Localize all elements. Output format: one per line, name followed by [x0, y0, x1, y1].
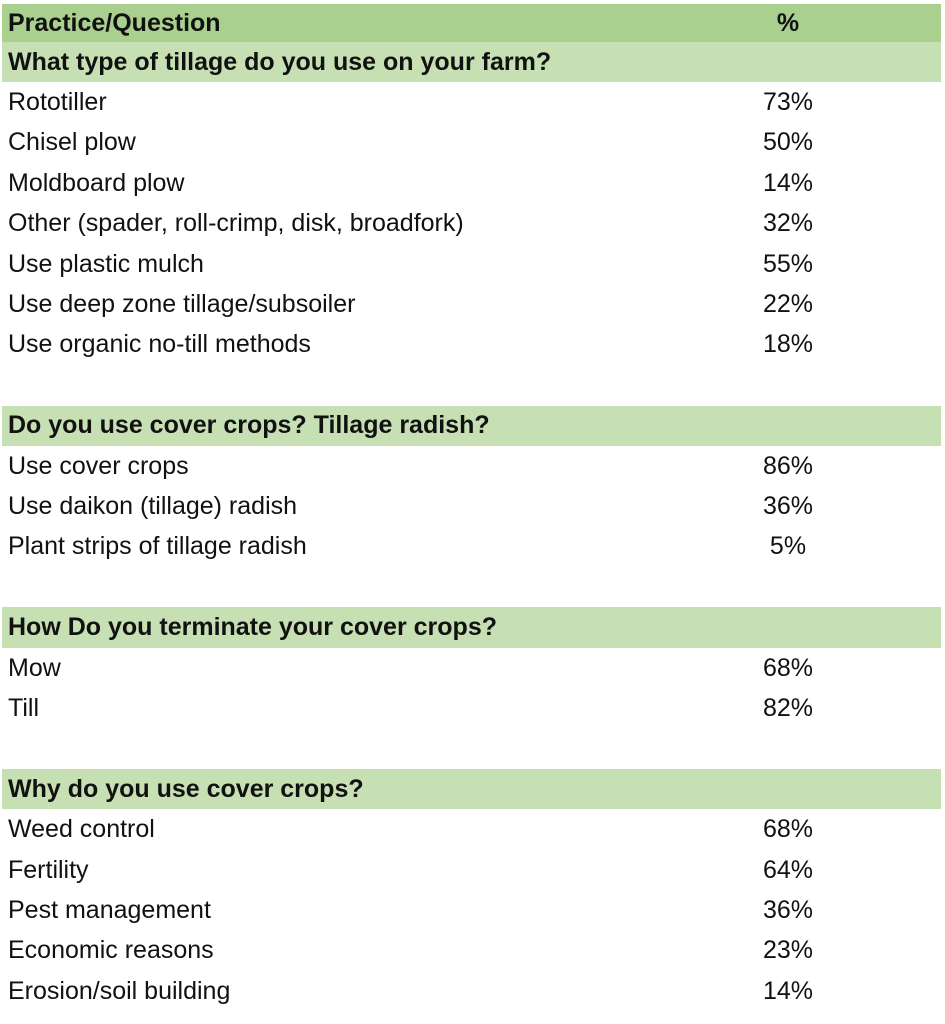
- section-question-row: Do you use cover crops? Tillage radish?: [2, 405, 941, 446]
- percent-value: 5%: [769, 532, 807, 561]
- percent-value: 14%: [762, 168, 814, 197]
- percent-value: 68%: [762, 815, 814, 844]
- section-question-row: Why do you use cover crops?: [2, 769, 941, 810]
- section-question: What type of tillage do you use on your …: [8, 47, 552, 76]
- practice-label: Erosion/soil building: [8, 976, 231, 1005]
- table-row: Chisel plow 50%: [2, 123, 941, 163]
- table-row: Moldboard plow 14%: [2, 163, 941, 203]
- table-row: Fertility 64%: [2, 850, 941, 890]
- survey-table: Practice/Question % What type of tillage…: [2, 4, 941, 1011]
- percent-value: 18%: [762, 330, 814, 359]
- table-row: Till 82%: [2, 688, 941, 728]
- practice-label: Pest management: [8, 895, 211, 924]
- practice-label: Use plastic mulch: [8, 249, 204, 278]
- percent-value: 64%: [762, 855, 814, 884]
- table-row: Pest management 36%: [2, 890, 941, 930]
- practice-label: Use daikon (tillage) radish: [8, 491, 298, 520]
- practice-label: Plant strips of tillage radish: [8, 532, 307, 561]
- section-question: How Do you terminate your cover crops?: [8, 613, 497, 642]
- section-spacer: [2, 365, 941, 405]
- practice-label: Use organic no-till methods: [8, 330, 311, 359]
- sections-container: What type of tillage do you use on your …: [2, 42, 941, 1011]
- section-spacer: [2, 729, 941, 769]
- table-row: Mow 68%: [2, 648, 941, 688]
- practice-label: Chisel plow: [8, 128, 136, 157]
- percent-value: 22%: [762, 290, 814, 319]
- practice-label: Moldboard plow: [8, 168, 185, 197]
- percent-value: 86%: [762, 451, 814, 480]
- table-row: Use plastic mulch 55%: [2, 244, 941, 284]
- practice-label: Weed control: [8, 815, 155, 844]
- table-row: Plant strips of tillage radish 5%: [2, 527, 941, 567]
- practice-label: Use cover crops: [8, 451, 189, 480]
- percent-value: 73%: [762, 88, 814, 117]
- percent-value: 50%: [762, 128, 814, 157]
- table-row: Use organic no-till methods 18%: [2, 325, 941, 365]
- percent-value: 82%: [762, 693, 814, 722]
- practice-label: Rototiller: [8, 88, 107, 117]
- practice-label: Fertility: [8, 855, 89, 884]
- percent-value: 68%: [762, 653, 814, 682]
- practice-label: Other (spader, roll-crimp, disk, broadfo…: [8, 209, 464, 238]
- practice-label: Use deep zone tillage/subsoiler: [8, 290, 356, 319]
- header-practice-question: Practice/Question: [8, 8, 221, 37]
- section-question-row: How Do you terminate your cover crops?: [2, 607, 941, 648]
- percent-value: 14%: [762, 976, 814, 1005]
- table-row: Other (spader, roll-crimp, disk, broadfo…: [2, 204, 941, 244]
- table-row: Use daikon (tillage) radish 36%: [2, 486, 941, 526]
- percent-value: 36%: [762, 491, 814, 520]
- table-row: Erosion/soil building 14%: [2, 971, 941, 1011]
- table-row: Use deep zone tillage/subsoiler 22%: [2, 284, 941, 324]
- percent-value: 32%: [762, 209, 814, 238]
- percent-value: 55%: [762, 249, 814, 278]
- table-row: Use cover crops 86%: [2, 446, 941, 486]
- percent-value: 23%: [762, 936, 814, 965]
- section-question: Do you use cover crops? Tillage radish?: [8, 411, 490, 440]
- practice-label: Mow: [8, 653, 61, 682]
- table-header-row: Practice/Question %: [2, 4, 941, 42]
- table-row: Rototiller 73%: [2, 82, 941, 122]
- section-spacer: [2, 567, 941, 607]
- table-row: Weed control 68%: [2, 809, 941, 849]
- header-percent: %: [776, 8, 800, 37]
- section-question: Why do you use cover crops?: [8, 774, 364, 803]
- table-row: Economic reasons 23%: [2, 931, 941, 971]
- practice-label: Economic reasons: [8, 936, 214, 965]
- percent-value: 36%: [762, 895, 814, 924]
- practice-label: Till: [8, 693, 40, 722]
- section-question-row: What type of tillage do you use on your …: [2, 42, 941, 83]
